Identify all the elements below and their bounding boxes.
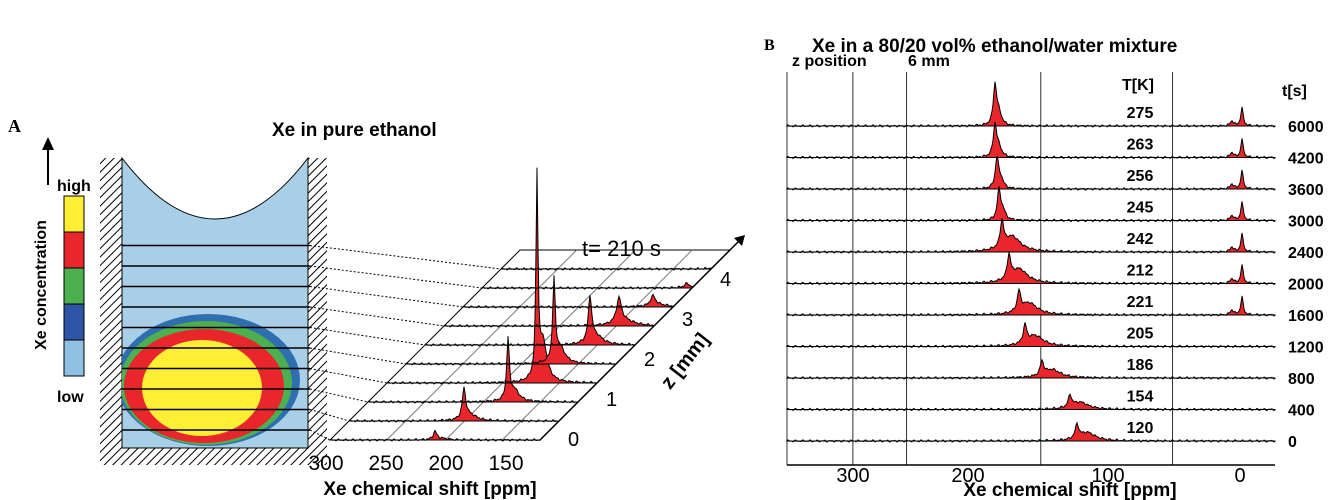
- time-label: 3600: [1288, 182, 1324, 199]
- panel-label: B: [764, 37, 775, 54]
- legend-axis: Xe concentration: [33, 220, 50, 350]
- temperature-label: 256: [1127, 168, 1154, 185]
- spectrum: [785, 155, 1276, 191]
- x-tick-label: 250: [368, 452, 403, 475]
- vessel: [100, 156, 327, 465]
- x-tick-label: 300: [836, 465, 869, 487]
- x-axis-label: Xe chemical shift [ppm]: [963, 480, 1176, 500]
- x-tick-label: 0: [1234, 465, 1245, 487]
- spectrum: [785, 287, 1276, 317]
- spectrum: [785, 186, 1276, 223]
- spectrum: [785, 421, 1276, 443]
- z-tick-label: 3: [682, 309, 693, 331]
- x-tick-label: 150: [488, 452, 523, 475]
- z-tick-label: 2: [644, 349, 655, 371]
- z-axis-label: z [mm]: [657, 329, 714, 393]
- spectrum: [386, 167, 598, 385]
- temperature-label: 275: [1127, 105, 1154, 122]
- temperature-label: 154: [1127, 389, 1154, 406]
- guide-line: [309, 409, 350, 422]
- spectrum: [785, 393, 1276, 412]
- time-label: 4200: [1288, 151, 1324, 168]
- temperature-label: 120: [1127, 420, 1154, 437]
- guide-line: [309, 347, 407, 365]
- time-header: t[s]: [1282, 83, 1307, 100]
- spectrum: [442, 294, 655, 328]
- spectrum: [328, 429, 541, 442]
- spectrum: [480, 282, 693, 290]
- panel-title: Xe in a 80/20 vol% ethanol/water mixture: [812, 36, 1177, 57]
- guide-line: [309, 286, 464, 308]
- temperature-label: 245: [1127, 200, 1154, 217]
- time-label: 2000: [1288, 277, 1324, 294]
- time-label: 800: [1288, 371, 1315, 388]
- time-label: 3000: [1288, 214, 1324, 231]
- temperature-label: 205: [1127, 326, 1154, 343]
- guide-line: [309, 388, 369, 403]
- temperature-label: 212: [1127, 263, 1154, 280]
- z-axis: [539, 241, 739, 441]
- panel-label: A: [8, 116, 21, 136]
- time-label: 400: [1288, 403, 1315, 420]
- spectrum: [461, 293, 674, 309]
- spectrum: [366, 336, 579, 404]
- x-axis-label: Xe chemical shift [ppm]: [323, 479, 536, 500]
- panel-title: Xe in pure ethanol: [272, 120, 437, 141]
- legend-high: high: [57, 178, 91, 195]
- temperature-label: 221: [1127, 294, 1154, 311]
- spectra-stack: 2756000263420025636002453000242240021220…: [785, 72, 1324, 487]
- spectrum: [404, 275, 617, 366]
- guide-line: [309, 306, 445, 327]
- spectrum: [785, 121, 1276, 160]
- time-label: 0: [1288, 434, 1297, 451]
- color-scale: [63, 195, 85, 377]
- time-label: t= 210 s: [582, 236, 661, 261]
- z-arrow: [734, 235, 745, 246]
- guide-line: [309, 327, 426, 346]
- temperature-header: T[K]: [1122, 77, 1154, 94]
- z-tick-label: 1: [606, 389, 617, 411]
- x-tick-label: 200: [428, 452, 463, 475]
- spectra-3d: [328, 167, 745, 442]
- guide-line: [309, 265, 483, 289]
- temperature-label: 263: [1127, 137, 1154, 154]
- spectrum: [499, 266, 712, 271]
- x-tick-label: 200: [951, 465, 984, 487]
- spectrum: [785, 81, 1276, 128]
- slice-lines: [122, 244, 502, 441]
- spectrum: [423, 295, 636, 347]
- time-label: 1200: [1288, 340, 1324, 357]
- x-tick-label: 100: [1091, 465, 1124, 487]
- temperature-label: 186: [1127, 357, 1154, 374]
- arrow-head: [42, 137, 54, 150]
- spectrum: [347, 386, 560, 423]
- spectrum: [785, 252, 1276, 286]
- z-position-value: 6 mm: [908, 53, 950, 70]
- legend-low: low: [57, 389, 84, 406]
- guide-line: [309, 245, 502, 270]
- spectrum: [785, 218, 1276, 254]
- time-label: 6000: [1288, 119, 1324, 136]
- temperature-label: 242: [1127, 231, 1154, 248]
- z-tick-label: 0: [568, 429, 579, 451]
- spectrum: [785, 358, 1276, 380]
- x-tick-label: 300: [308, 452, 343, 475]
- time-label: 1600: [1288, 308, 1324, 325]
- time-label: 2400: [1288, 245, 1324, 262]
- spectrum: [785, 322, 1276, 349]
- z-position-label: z position: [792, 53, 867, 70]
- guide-line: [309, 368, 388, 384]
- z-tick-label: 4: [720, 269, 731, 291]
